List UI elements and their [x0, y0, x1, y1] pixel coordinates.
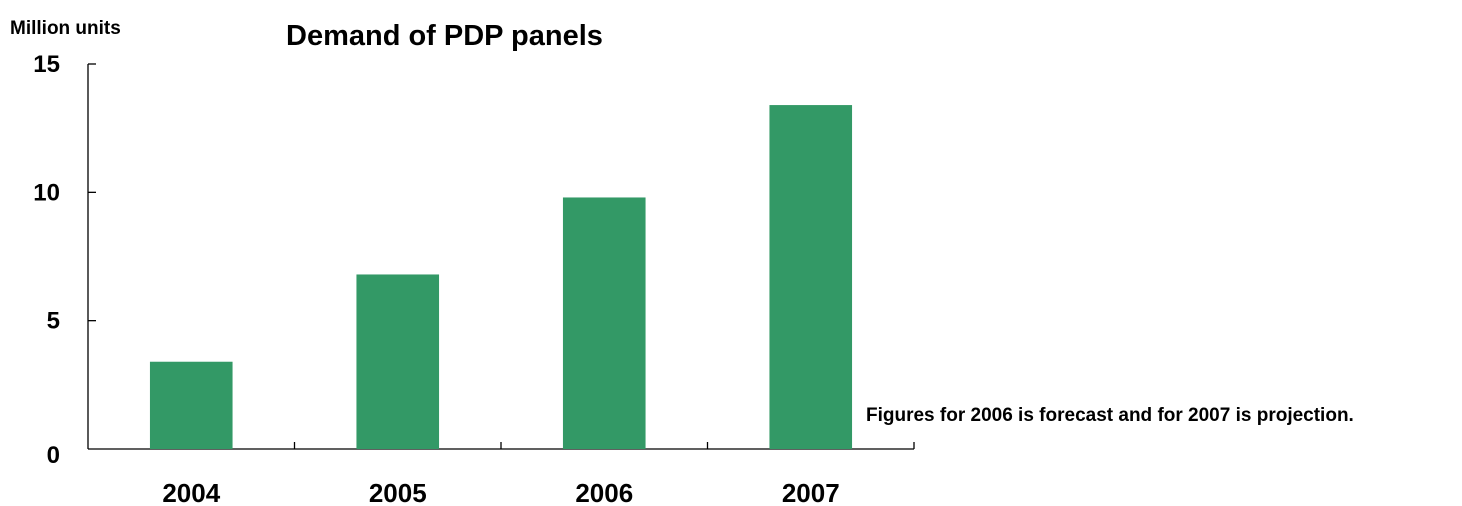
x-tick-label-2005: 2005	[369, 478, 427, 506]
forecast-annotation: Figures for 2006 is forecast and for 200…	[866, 405, 1354, 426]
y-tick-label-0: 0	[47, 442, 60, 469]
bar-2006	[562, 197, 646, 449]
bar-2005	[356, 274, 440, 449]
y-axis-label: Million units	[10, 18, 121, 39]
x-tick-label-2004: 2004	[162, 478, 220, 506]
chart-title: Demand of PDP panels	[286, 20, 603, 52]
bar-2007	[769, 105, 853, 450]
x-tick-label-2006: 2006	[575, 478, 633, 506]
y-tick-label-15: 15	[33, 51, 60, 78]
bar-2004	[149, 361, 233, 449]
plot-area: 0 5 10 15 2004 2005 2006 2007	[33, 51, 915, 506]
y-tick-label-5: 5	[47, 308, 60, 335]
x-tick-label-2007: 2007	[782, 478, 840, 506]
y-tick-label-10: 10	[33, 179, 60, 206]
